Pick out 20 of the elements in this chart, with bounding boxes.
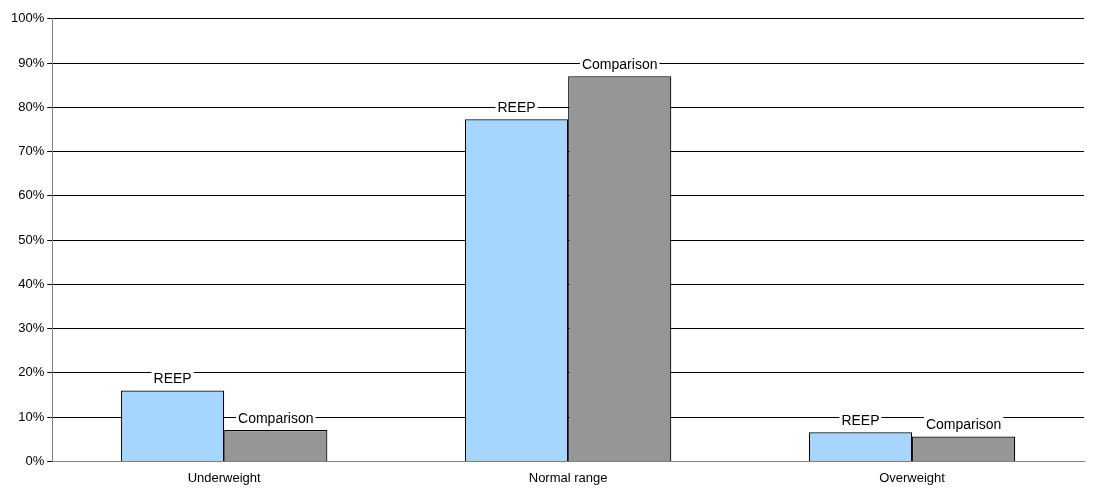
x-tick-label: Overweight — [879, 469, 946, 485]
y-tick-label: 0% — [25, 452, 45, 468]
y-tick-label: 30% — [18, 320, 45, 336]
text: REEP — [497, 99, 536, 116]
y-tick-label: 40% — [18, 275, 45, 291]
y-tick-label: 60% — [18, 187, 45, 203]
series-label: REEP — [153, 370, 192, 387]
x-tick-label: Normal range — [528, 469, 608, 485]
y-tick-label: 20% — [18, 364, 45, 380]
y-tick-label: 80% — [18, 98, 45, 114]
y-tick-label: 10% — [18, 408, 45, 424]
y-tick-label: 50% — [18, 231, 45, 247]
y-tick-label: 90% — [18, 54, 45, 70]
x-tick-label: Underweight — [187, 469, 262, 485]
y-tick-label: 70% — [18, 143, 45, 159]
text: Comparison — [238, 409, 314, 426]
y-tick-label: 100% — [11, 10, 45, 26]
series-label: Comparison — [925, 416, 1002, 433]
text: REEP — [841, 412, 880, 429]
text: Comparison — [581, 56, 658, 73]
